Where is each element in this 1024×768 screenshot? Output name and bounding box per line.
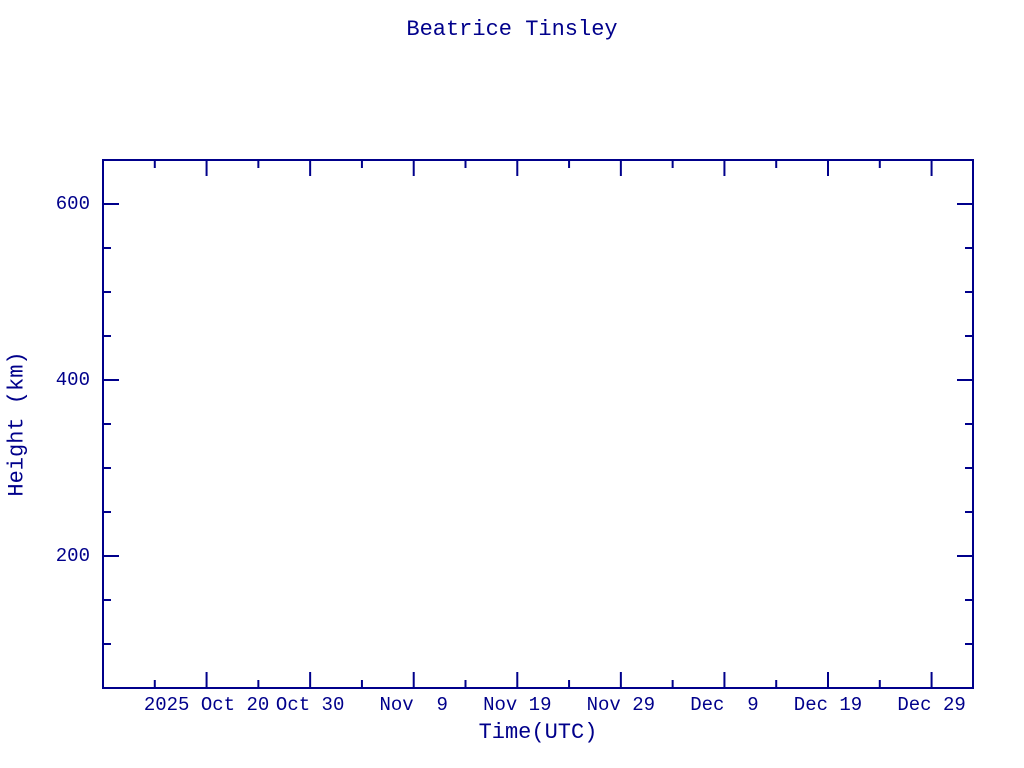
y-tick-label: 200 xyxy=(55,545,90,567)
x-tick-label: Dec 9 xyxy=(690,694,759,716)
y-tick-label: 600 xyxy=(55,193,90,215)
x-tick-label: Nov 29 xyxy=(586,694,656,716)
x-tick-label: Dec 19 xyxy=(793,694,863,716)
x-tick-label: 2025 Oct 20 xyxy=(143,694,270,716)
x-tick-label: Nov 19 xyxy=(483,694,552,716)
y-axis-title: Height (km) xyxy=(4,351,30,497)
plot-box xyxy=(102,159,974,689)
x-tick-label: Nov 9 xyxy=(379,694,448,716)
chart-title: Beatrice Tinsley xyxy=(406,17,618,42)
x-axis-title: Time(UTC) xyxy=(478,720,598,745)
x-tick-label: Oct 30 xyxy=(275,694,345,716)
x-tick-label: Dec 29 xyxy=(897,694,966,716)
y-tick-label: 400 xyxy=(55,369,90,391)
